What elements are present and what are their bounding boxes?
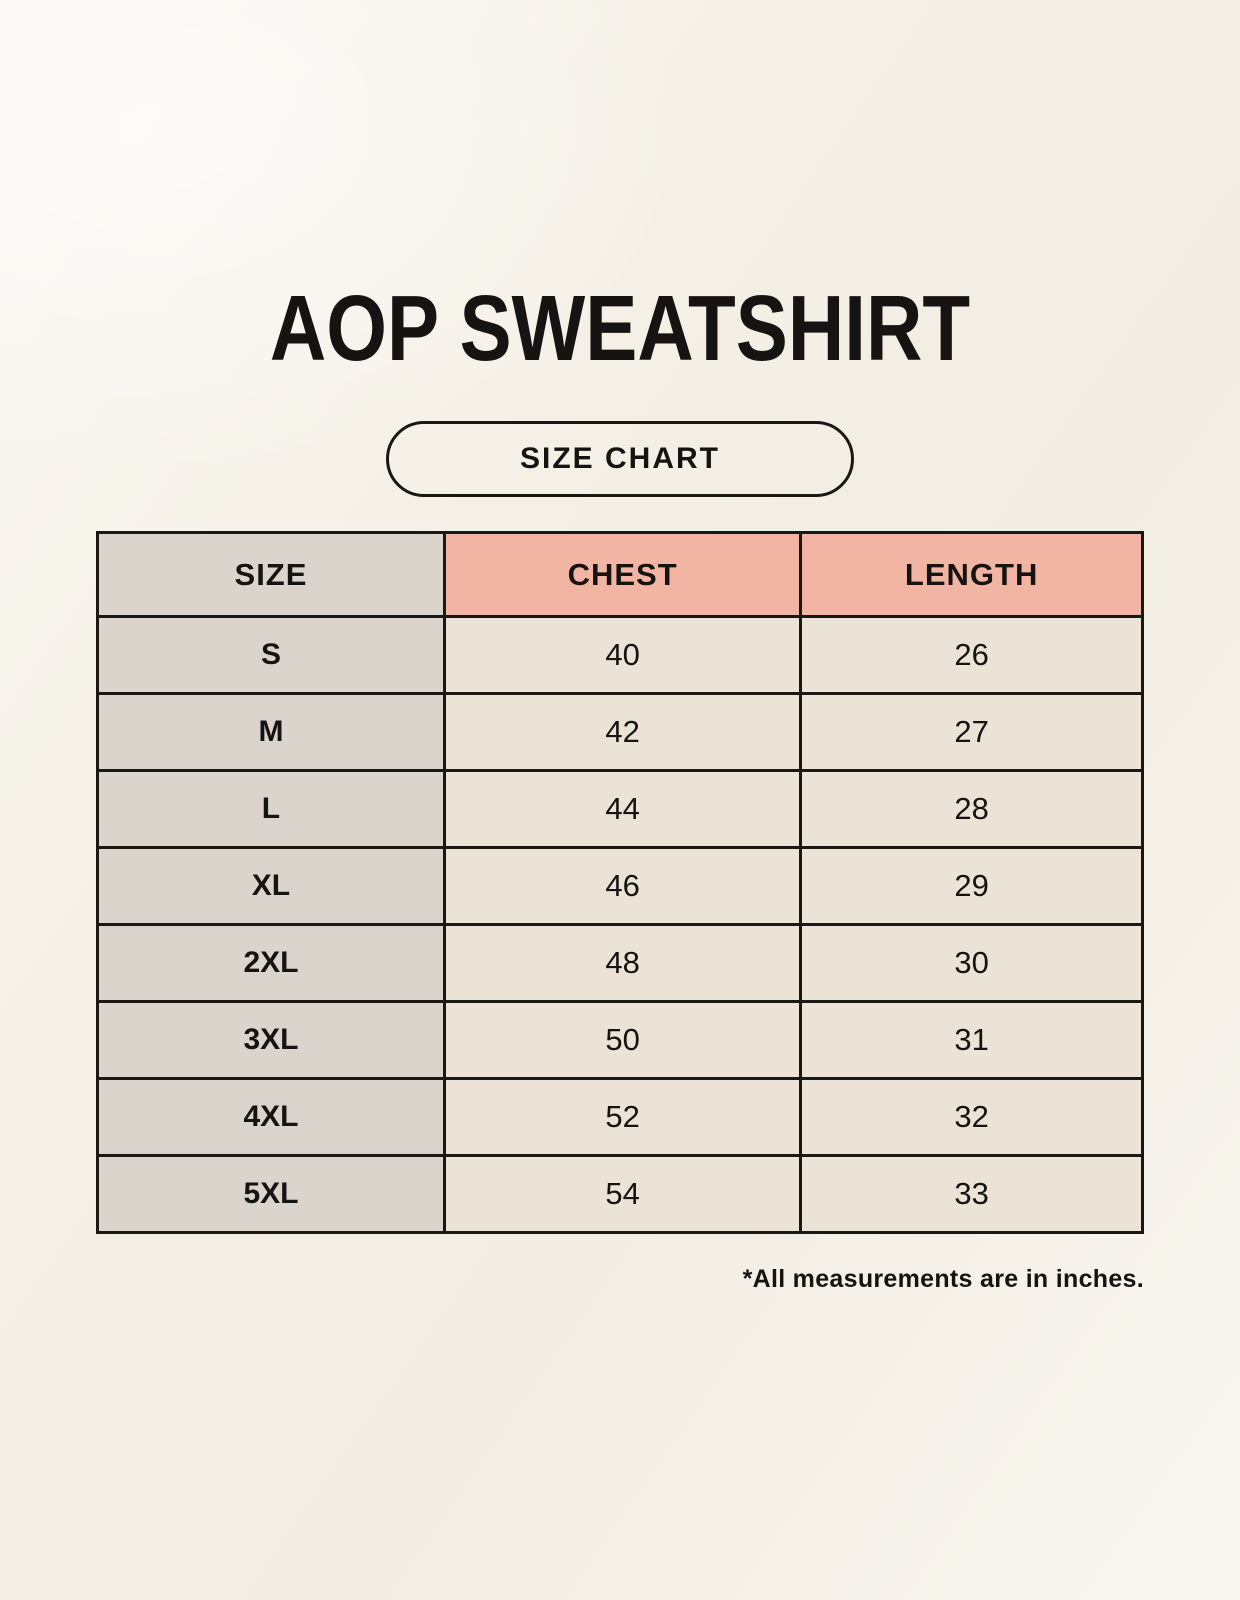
column-header-length: LENGTH bbox=[799, 531, 1144, 618]
size-chart-badge-label: SIZE CHART bbox=[520, 442, 720, 475]
length-cell: 31 bbox=[799, 1000, 1144, 1080]
chest-cell: 50 bbox=[442, 1000, 803, 1080]
page-title: AOP SWEATSHIRT bbox=[269, 276, 971, 380]
size-table: SIZE CHEST LENGTH S 40 26 M 42 27 L 44 2… bbox=[96, 531, 1144, 1234]
chest-cell: 42 bbox=[442, 692, 803, 772]
length-cell: 32 bbox=[799, 1077, 1144, 1157]
table-row-3xl: 3XL 50 31 bbox=[96, 1000, 1144, 1080]
table-row-2xl: 2XL 48 30 bbox=[96, 923, 1144, 1003]
chest-cell: 48 bbox=[442, 923, 803, 1003]
length-cell: 29 bbox=[799, 846, 1144, 926]
chest-cell: 54 bbox=[442, 1154, 803, 1234]
size-cell: 5XL bbox=[96, 1154, 446, 1234]
length-cell: 33 bbox=[799, 1154, 1144, 1234]
table-row-5xl: 5XL 54 33 bbox=[96, 1154, 1144, 1234]
table-row-4xl: 4XL 52 32 bbox=[96, 1077, 1144, 1157]
table-row-m: M 42 27 bbox=[96, 692, 1144, 772]
size-cell: 3XL bbox=[96, 1000, 446, 1080]
size-cell: L bbox=[96, 769, 446, 849]
table-row-xl: XL 46 29 bbox=[96, 846, 1144, 926]
column-header-size: SIZE bbox=[96, 531, 446, 618]
chest-cell: 52 bbox=[442, 1077, 803, 1157]
size-chart-badge: SIZE CHART bbox=[386, 421, 854, 497]
length-cell: 27 bbox=[799, 692, 1144, 772]
chest-cell: 40 bbox=[442, 615, 803, 695]
size-cell: S bbox=[96, 615, 446, 695]
header-row: SIZE CHEST LENGTH bbox=[96, 531, 1144, 618]
measurements-footnote: *All measurements are in inches. bbox=[742, 1265, 1144, 1293]
chest-cell: 44 bbox=[442, 769, 803, 849]
size-cell: 4XL bbox=[96, 1077, 446, 1157]
size-cell: 2XL bbox=[96, 923, 446, 1003]
size-cell: XL bbox=[96, 846, 446, 926]
length-cell: 28 bbox=[799, 769, 1144, 849]
table-row-s: S 40 26 bbox=[96, 615, 1144, 695]
table-row-l: L 44 28 bbox=[96, 769, 1144, 849]
chest-cell: 46 bbox=[442, 846, 803, 926]
column-header-chest: CHEST bbox=[442, 531, 803, 618]
size-cell: M bbox=[96, 692, 446, 772]
length-cell: 30 bbox=[799, 923, 1144, 1003]
length-cell: 26 bbox=[799, 615, 1144, 695]
